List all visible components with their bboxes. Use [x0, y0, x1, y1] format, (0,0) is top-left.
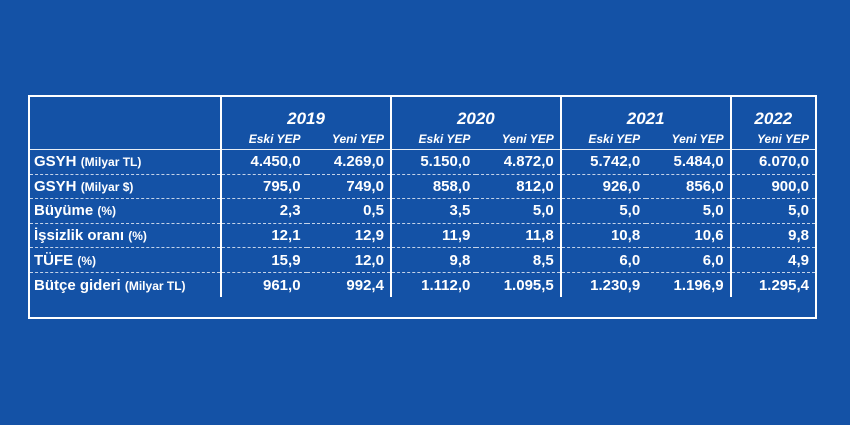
year-header: 2020 — [389, 97, 561, 129]
corner-cell — [30, 129, 221, 150]
table-cell: 812,0 — [476, 173, 561, 199]
row-label-unit: (Milyar TL) — [80, 155, 142, 170]
subheader-row: Eski YEP Yeni YEP Eski YEP Yeni YEP Eski… — [30, 129, 815, 150]
table-cell: 5,0 — [729, 198, 815, 224]
table-cell: 15,9 — [220, 247, 307, 273]
year-header: 2019 — [220, 97, 391, 129]
table-body: GSYH (Milyar TL) 4.450,0 4.269,0 5.150,0 4.8… — [30, 149, 815, 298]
table-cell: 9,8 — [729, 222, 815, 248]
row-label-unit: (%) — [77, 253, 97, 268]
table-cell: 5,0 — [559, 198, 647, 224]
table-cell: 858,0 — [389, 173, 477, 199]
table-cell: 6,0 — [559, 247, 647, 273]
row-label: GSYH (Milyar TL) — [30, 149, 222, 175]
table-cell: 4.872,0 — [476, 149, 561, 175]
table-cell: 10,8 — [559, 222, 647, 248]
row-label: Bütçe gideri (Milyar TL) — [30, 271, 222, 298]
data-table-frame: 2019 2020 2021 2022 Eski YEP Yeni YEP Es… — [28, 95, 817, 319]
row-label-unit: (%) — [97, 204, 117, 219]
row-label-unit: (Milyar TL) — [124, 278, 186, 293]
table-cell: 5,0 — [646, 198, 731, 224]
table-cell: 11,8 — [476, 222, 561, 248]
column-subheader: Yeni YEP — [729, 129, 815, 150]
table-cell: 12,0 — [306, 247, 391, 273]
table-row: GSYH (Milyar TL) 4.450,0 4.269,0 5.150,0 4.8… — [30, 149, 815, 175]
row-label: İşsizlik oranı (%) — [30, 222, 222, 248]
table-cell: 12,1 — [220, 222, 307, 248]
table-cell: 12,9 — [306, 222, 391, 248]
row-label-name: TÜFE — [34, 251, 74, 269]
table-cell: 1.112,0 — [389, 271, 477, 298]
table-cell: 8,5 — [476, 247, 561, 273]
table-cell: 5,0 — [476, 198, 561, 224]
column-subheader: Eski YEP — [389, 129, 477, 150]
table-cell: 926,0 — [559, 173, 647, 199]
table-cell: 6.070,0 — [729, 149, 815, 175]
table-cell: 11,9 — [389, 222, 477, 248]
table-cell: 856,0 — [646, 173, 731, 199]
table-row: Bütçe gideri (Milyar TL) 961,0 992,4 1.112,… — [30, 271, 815, 298]
column-subheader: Yeni YEP — [501, 132, 554, 146]
table-cell: 6,0 — [646, 247, 731, 273]
year-header-row: 2019 2020 2021 2022 — [30, 97, 815, 129]
table-cell: 4.450,0 — [220, 149, 307, 175]
table-cell: 992,4 — [306, 271, 391, 298]
row-label-name: Bütçe gideri — [34, 276, 121, 294]
table-cell: 1.230,9 — [559, 271, 647, 298]
table-row: Büyüme (%) 2,3 0,5 3,5 5,0 5,0 5,0 5,0 — [30, 198, 815, 224]
table-cell: 1.095,5 — [476, 271, 561, 298]
row-label-name: İşsizlik oranı — [34, 227, 125, 245]
row-label-unit: (Milyar $) — [80, 179, 134, 194]
column-subheader: Eski YEP — [220, 129, 307, 150]
table-row: İşsizlik oranı (%) 12,1 12,9 11,9 11,8 10,8 10… — [30, 222, 815, 248]
table-cell: 5.150,0 — [389, 149, 477, 175]
corner-cell — [30, 97, 221, 129]
table-cell: 900,0 — [729, 173, 815, 199]
column-subheader: Eski YEP — [559, 129, 647, 150]
column-subheader: Yeni YEP — [671, 132, 724, 146]
table-row: GSYH (Milyar $) 795,0 749,0 858,0 812,0 926,0… — [30, 173, 815, 199]
row-label: TÜFE (%) — [30, 247, 222, 273]
table-cell: 10,6 — [646, 222, 731, 248]
table-cell: 2,3 — [220, 198, 307, 224]
table-cell: 4,9 — [729, 247, 815, 273]
table-cell: 5.484,0 — [646, 149, 731, 175]
table-row: TÜFE (%) 15,9 12,0 9,8 8,5 6,0 6,0 4,9 — [30, 247, 815, 273]
table-cell: 1.196,9 — [646, 271, 731, 298]
table-cell: 0,5 — [306, 198, 391, 224]
economic-forecast-table: 2019 2020 2021 2022 Eski YEP Yeni YEP Es… — [30, 97, 815, 298]
row-label-name: Büyüme — [34, 202, 94, 220]
row-label-name: GSYH — [34, 177, 77, 195]
row-label-unit: (%) — [128, 229, 147, 244]
row-label: GSYH (Milyar $) — [30, 173, 222, 199]
table-cell: 749,0 — [306, 173, 391, 199]
row-label: Büyüme (%) — [30, 198, 222, 224]
table-cell: 4.269,0 — [306, 149, 391, 175]
year-header: 2022 — [729, 97, 815, 129]
table-cell: 3,5 — [389, 198, 477, 224]
column-subheader: Yeni YEP — [331, 132, 384, 146]
table-cell: 795,0 — [220, 173, 307, 199]
table-cell: 961,0 — [220, 271, 307, 298]
table-cell: 9,8 — [389, 247, 477, 273]
row-label-name: GSYH — [34, 153, 77, 171]
table-cell: 5.742,0 — [559, 149, 647, 175]
table-cell: 1.295,4 — [729, 271, 815, 298]
year-header: 2021 — [559, 97, 731, 129]
